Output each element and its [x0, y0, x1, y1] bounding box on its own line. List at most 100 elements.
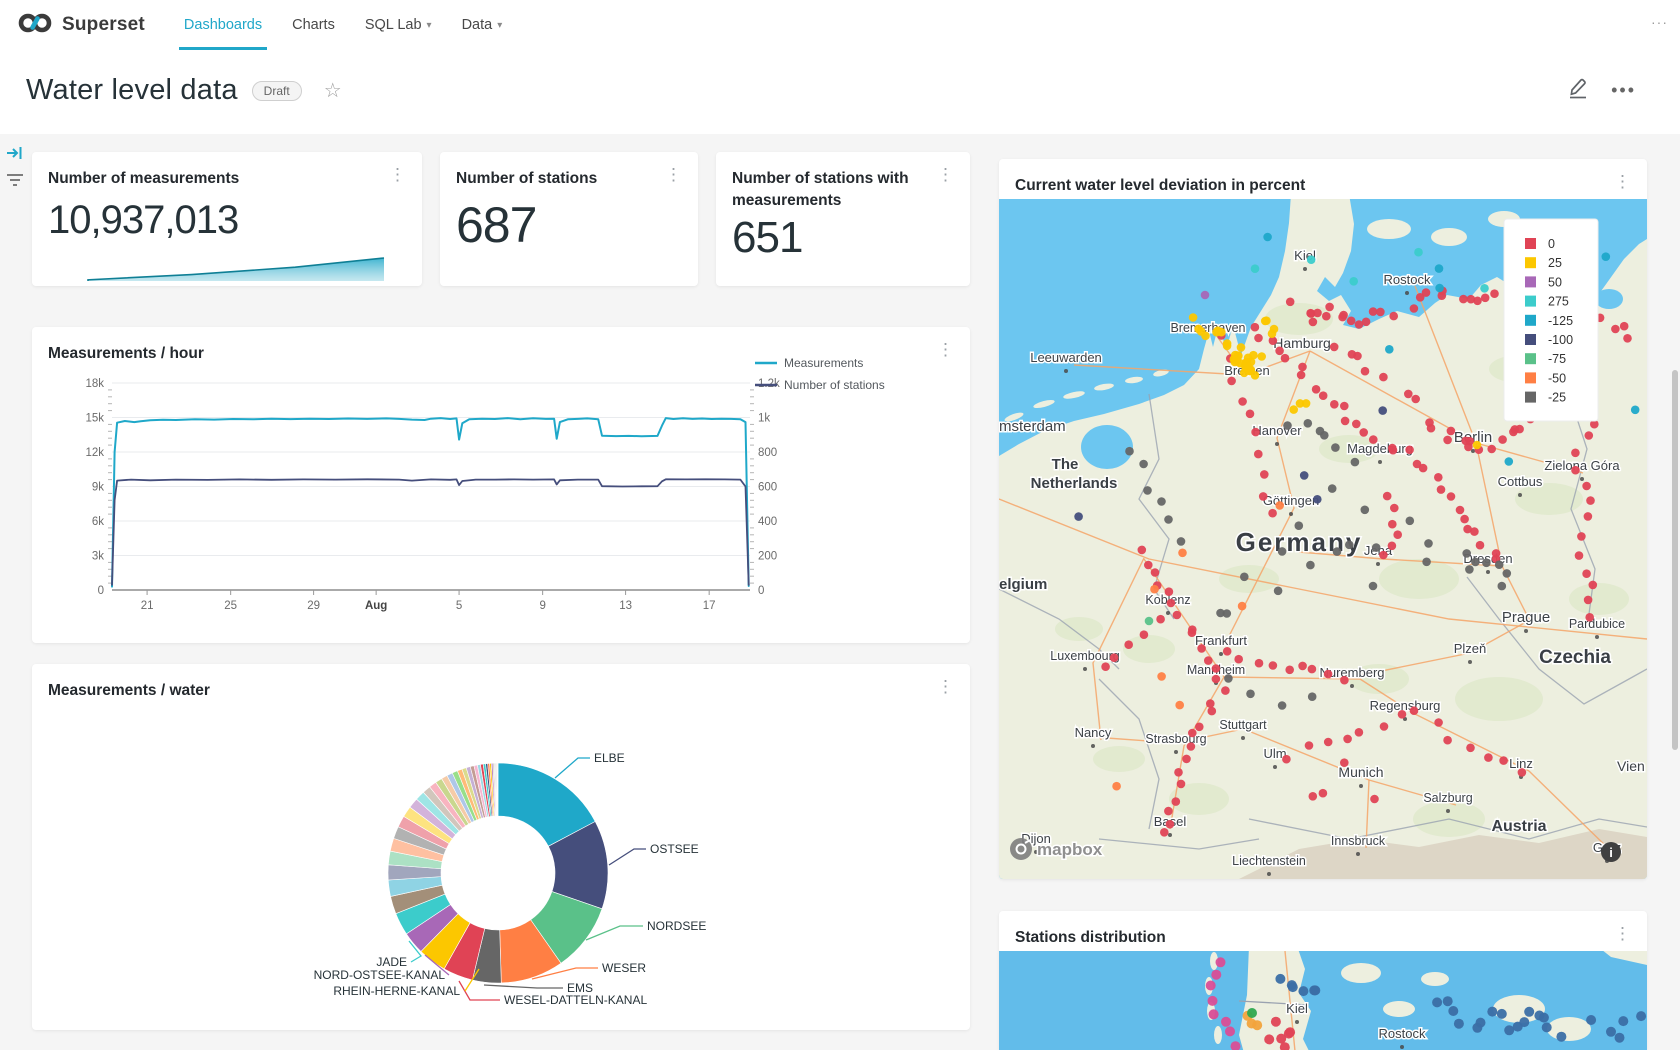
svg-text:6k: 6k	[92, 516, 104, 528]
nav-item-charts[interactable]: Charts	[292, 17, 335, 33]
donut-chart-card: Measurements / water ⋮ ELBE OSTSEE NORDSEE…	[32, 664, 970, 1030]
brand-name: Superset	[62, 14, 145, 35]
svg-text:25: 25	[224, 600, 237, 612]
svg-text:200: 200	[758, 551, 777, 563]
svg-text:50: 50	[1548, 275, 1562, 289]
svg-text:Netherlands: Netherlands	[1031, 475, 1118, 492]
svg-text:Zielona Góra: Zielona Góra	[1544, 458, 1620, 473]
svg-text:18k: 18k	[85, 378, 104, 390]
chart-kebab-menu[interactable]: ⋮	[937, 340, 954, 359]
svg-text:Plzeň: Plzeň	[1454, 641, 1487, 656]
edit-pencil-icon[interactable]	[1567, 76, 1589, 105]
nav-item-data[interactable]: Data ▾	[461, 17, 503, 33]
svg-text:Liechtenstein: Liechtenstein	[1232, 854, 1306, 868]
svg-text:mapbox: mapbox	[1037, 840, 1103, 859]
chart-kebab-menu[interactable]: ⋮	[1614, 924, 1631, 943]
svg-text:Rostock: Rostock	[1379, 1026, 1426, 1041]
svg-text:275: 275	[1548, 295, 1569, 309]
svg-text:3k: 3k	[92, 551, 104, 563]
svg-text:WESEL-DATTELN-KANAL: WESEL-DATTELN-KANAL	[504, 993, 647, 1007]
svg-text:17: 17	[703, 600, 716, 612]
svg-text:Prague: Prague	[1502, 609, 1550, 626]
caret-down-icon: ▾	[497, 19, 503, 31]
map-canvas[interactable]: Leeuwarden msterdam The Netherlands Bremerha…	[999, 199, 1647, 879]
header-more-menu[interactable]: •••	[1611, 80, 1636, 100]
svg-text:elgium: elgium	[999, 576, 1047, 593]
svg-text:Leeuwarden: Leeuwarden	[1030, 350, 1102, 365]
svg-text:ELBE: ELBE	[594, 751, 625, 765]
svg-text:Hamburg: Hamburg	[1273, 335, 1331, 351]
svg-text:Strasbourg: Strasbourg	[1145, 732, 1206, 746]
svg-text:Number of stations: Number of stations	[784, 378, 885, 392]
svg-text:Göttingen: Göttingen	[1263, 493, 1319, 508]
svg-text:Regensburg: Regensburg	[1370, 698, 1441, 713]
nav-item-dashboards[interactable]: Dashboards	[169, 0, 277, 50]
filter-bar-collapsed	[0, 134, 30, 1050]
svg-text:Bremerhaven: Bremerhaven	[1170, 321, 1245, 335]
kpi-card-stations-with-measurements: Number of stations with measurements ⋮ 6…	[716, 152, 970, 286]
chart-kebab-menu[interactable]: ⋮	[1614, 172, 1631, 191]
svg-text:WESER: WESER	[602, 961, 646, 975]
svg-text:Magdeburg: Magdeburg	[1347, 441, 1413, 456]
svg-text:12k: 12k	[85, 447, 104, 459]
svg-text:Nuremberg: Nuremberg	[1319, 665, 1384, 680]
chart-title: Number of measurements	[48, 170, 240, 187]
svg-text:1k: 1k	[758, 413, 770, 425]
kpi-sparkline	[87, 257, 385, 281]
favorite-star-icon[interactable]: ☆	[323, 80, 342, 102]
svg-text:Vien: Vien	[1617, 758, 1645, 774]
svg-text:Munich: Munich	[1338, 764, 1383, 780]
map-canvas[interactable]: Kiel Rostock	[999, 951, 1647, 1050]
chart-kebab-menu[interactable]: ⋮	[665, 165, 682, 184]
svg-text:NORDSEE: NORDSEE	[647, 919, 706, 933]
chart-kebab-menu[interactable]: ⋮	[937, 677, 954, 696]
chart-title: Number of stations with measurements	[732, 170, 909, 210]
svg-text:25: 25	[1548, 256, 1562, 270]
expand-filters-icon[interactable]	[6, 144, 24, 162]
stations-distribution-card: Stations distribution ⋮ Kiel Rostock	[999, 911, 1647, 1050]
nav-menu: Dashboards Charts SQL Lab ▾ Data ▾	[169, 0, 517, 50]
svg-text:Innsbruck: Innsbruck	[1331, 834, 1386, 848]
chart-title: Stations distribution	[1015, 929, 1166, 946]
svg-text:OSTSEE: OSTSEE	[650, 842, 699, 856]
nav-item-sql-lab[interactable]: SQL Lab ▾	[364, 17, 432, 33]
svg-text:Frankfurt: Frankfurt	[1195, 633, 1247, 648]
filter-icon	[7, 174, 23, 186]
caret-down-icon: ▾	[426, 19, 432, 31]
svg-text:EMS: EMS	[567, 981, 593, 995]
svg-text:21: 21	[141, 600, 154, 612]
svg-text:Measurements: Measurements	[784, 356, 863, 370]
top-nav: Superset Dashboards Charts SQL Lab ▾ Dat…	[0, 0, 1680, 50]
chart-kebab-menu[interactable]: ⋮	[937, 165, 954, 184]
svg-text:Stuttgart: Stuttgart	[1219, 718, 1267, 732]
svg-text:Hanover: Hanover	[1252, 423, 1302, 438]
nav-overflow-menu[interactable]: ···	[1651, 14, 1668, 30]
chart-kebab-menu[interactable]: ⋮	[389, 165, 406, 184]
svg-text:0: 0	[1548, 237, 1555, 251]
chart-title: Number of stations	[456, 170, 598, 187]
svg-text:-50: -50	[1548, 371, 1566, 385]
svg-text:NORD-OSTSEE-KANAL: NORD-OSTSEE-KANAL	[314, 968, 446, 982]
svg-text:RHEIN-HERNE-KANAL: RHEIN-HERNE-KANAL	[333, 984, 460, 998]
donut-chart-canvas: ELBE OSTSEE NORDSEE WESER EMSWESEL-DATTELN-K…	[314, 751, 707, 1007]
chart-title: Current water level deviation in percent	[1015, 177, 1306, 194]
svg-text:Aug: Aug	[365, 600, 387, 612]
svg-text:9k: 9k	[92, 482, 104, 494]
svg-text:0: 0	[98, 585, 104, 597]
svg-text:29: 29	[307, 600, 320, 612]
svg-text:Nancy: Nancy	[1075, 725, 1112, 740]
map-legend: 0 25 50 275 -125 -100 -75 -50 -25	[1503, 218, 1599, 422]
svg-text:600: 600	[758, 482, 777, 494]
svg-text:Ulm: Ulm	[1263, 746, 1286, 761]
svg-text:800: 800	[758, 447, 777, 459]
page-title: Water level data	[26, 74, 238, 106]
line-chart-card: Measurements / hour ⋮ 0 0 3k 200 6k 400 9k 600 1…	[32, 327, 970, 643]
svg-text:Pardubice: Pardubice	[1569, 617, 1625, 631]
mapbox-attribution: mapbox	[1010, 838, 1104, 861]
chart-title: Measurements / hour	[48, 345, 204, 362]
svg-text:-100: -100	[1548, 333, 1573, 347]
vertical-scrollbar[interactable]	[1672, 370, 1678, 750]
big-number-value: 687	[456, 197, 537, 254]
big-number-value: 10,937,013	[48, 198, 239, 243]
